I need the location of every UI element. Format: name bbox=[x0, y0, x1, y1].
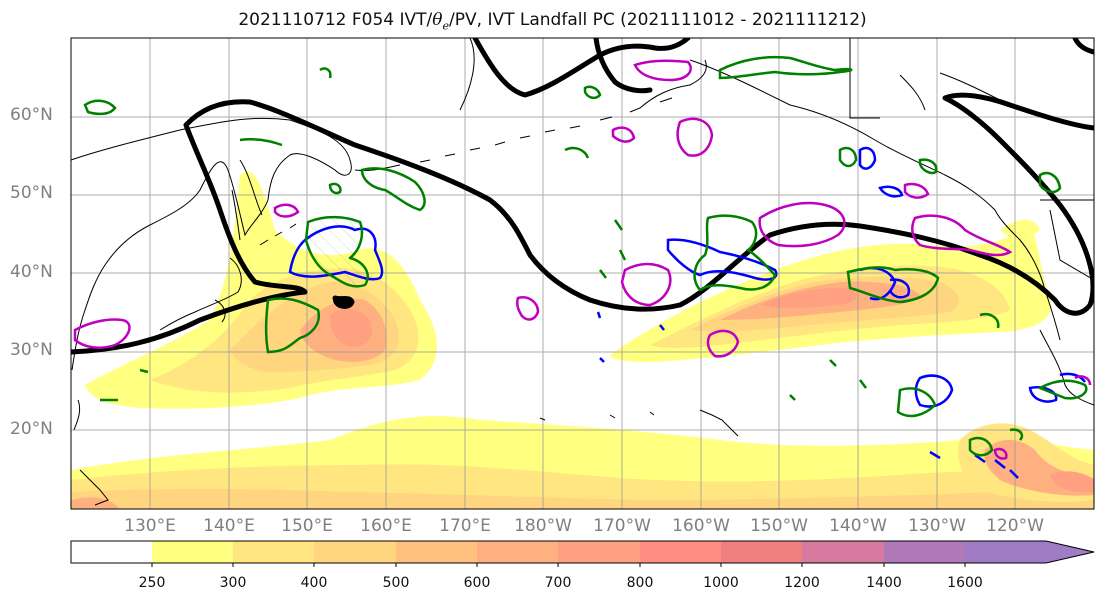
colorbar-seg-7 bbox=[640, 541, 721, 563]
colorbar-seg-2 bbox=[233, 541, 314, 563]
lon-label-130w: 130°W bbox=[908, 516, 966, 536]
lon-label-150e: 150°E bbox=[281, 516, 333, 536]
colorbar-seg-10 bbox=[884, 541, 965, 563]
map-title: 2021110712 F054 IVT/θe/PV, IVT Landfall … bbox=[0, 10, 1105, 32]
lon-label-130e: 130°E bbox=[124, 516, 176, 536]
colorbar-label-1000: 1000 bbox=[703, 575, 739, 591]
colorbar-label-250: 250 bbox=[138, 575, 166, 591]
landfall-magenta-contours bbox=[73, 59, 1092, 460]
lon-label-140e: 140°E bbox=[203, 516, 255, 536]
colorbar-seg-9 bbox=[802, 541, 884, 563]
colorbar-label-1200: 1200 bbox=[784, 575, 820, 591]
lon-label-160e: 160°E bbox=[360, 516, 412, 536]
colorbar-seg-5 bbox=[477, 541, 558, 563]
colorbar-seg-8 bbox=[721, 541, 802, 563]
colorbar-seg-3 bbox=[314, 541, 396, 563]
title-theta: θ bbox=[432, 10, 443, 30]
title-theta-sub: e bbox=[442, 19, 450, 33]
colorbar-label-800: 800 bbox=[626, 575, 654, 591]
colorbar-seg-0 bbox=[71, 541, 152, 563]
colorbar-label-400: 400 bbox=[300, 575, 328, 591]
lon-label-140w: 140°W bbox=[829, 516, 887, 536]
title-suffix: /PV, IVT Landfall PC (2021111012 - 20211… bbox=[449, 10, 867, 30]
lon-label-120w: 120°W bbox=[986, 516, 1044, 536]
colorbar-label-500: 500 bbox=[382, 575, 410, 591]
colorbar-seg-11 bbox=[965, 541, 1046, 563]
colorbar-seg-1 bbox=[152, 541, 233, 563]
colorbar-label-300: 300 bbox=[219, 575, 247, 591]
coastlines bbox=[71, 38, 1094, 506]
landfall-pc-contour bbox=[71, 38, 1094, 355]
lon-label-160w: 160°W bbox=[672, 516, 730, 536]
colorbar-label-600: 600 bbox=[463, 575, 491, 591]
lat-label-20n: 20°N bbox=[10, 419, 53, 439]
title-prefix: 2021110712 F054 IVT/ bbox=[238, 10, 433, 30]
colorbar-seg-6 bbox=[558, 541, 640, 563]
lat-label-40n: 40°N bbox=[10, 262, 53, 282]
lon-label-150w: 150°W bbox=[750, 516, 808, 536]
pv-contours bbox=[83, 55, 1088, 457]
lat-label-30n: 30°N bbox=[10, 340, 53, 360]
colorbar bbox=[70, 540, 1095, 567]
map-frame bbox=[70, 37, 1095, 510]
colorbar-extend-arrow bbox=[1046, 541, 1094, 563]
colorbar-label-700: 700 bbox=[544, 575, 572, 591]
lat-label-50n: 50°N bbox=[10, 183, 53, 203]
colorbar-label-1400: 1400 bbox=[866, 575, 902, 591]
colorbar-label-1600: 1600 bbox=[947, 575, 983, 591]
lon-label-170w: 170°W bbox=[593, 516, 651, 536]
lat-label-60n: 60°N bbox=[10, 105, 53, 125]
lon-label-170e: 170°E bbox=[439, 516, 491, 536]
colorbar-outline bbox=[70, 540, 1095, 564]
colorbar-seg-4 bbox=[396, 541, 477, 563]
lon-label-180w: 180°W bbox=[514, 516, 572, 536]
